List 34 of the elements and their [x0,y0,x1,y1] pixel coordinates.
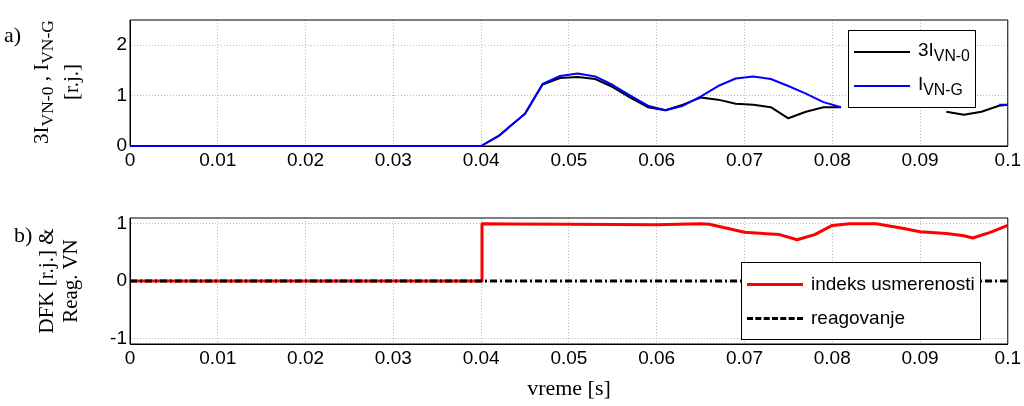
legend-label: 3I$_{VN-0}$ [918,39,970,65]
y-tick-label: 0 [116,134,127,156]
x-tick-label: 0.06 [638,148,676,170]
x-tick-label: 0.01 [199,148,237,170]
x-tick-label: 0.06 [638,346,676,368]
x-tick-label: 0.07 [725,346,763,368]
x-tick-label: 0.01 [199,346,237,368]
y-axis-title: DFK [r.j.] & Reag. VN [34,227,83,336]
x-tick-label: 0.09 [901,148,939,170]
x-axis-title: vreme [s] [526,375,612,401]
x-tick-label: 0.05 [550,148,588,170]
text: a) [4,22,22,48]
y-tick-label: -1 [110,326,127,348]
x-tick-label: 0.03 [374,148,412,170]
x-tick-label: 0.03 [374,346,412,368]
legend-label: reagovanje [811,307,906,329]
x-tick-label: 0.04 [462,148,501,170]
x-tick-label: 0.05 [550,346,588,368]
y-tick-label: 0 [116,269,127,291]
x-tick-label: 0.09 [901,346,939,368]
x-tick-label: 0.08 [813,148,851,170]
y-tick-label: 2 [116,33,127,55]
y-tick-label: 1 [116,83,127,105]
legend-label: indeks usmerenosti [811,273,975,295]
legend-label: I$_{VN-G}$ [918,73,963,99]
x-tick-label: 0.04 [462,346,501,368]
x-tick-label: 0.02 [287,148,325,170]
x-tick-label: 0.07 [725,148,763,170]
x-tick-label: 0.1 [994,148,1021,170]
text: b) [14,222,33,248]
x-tick-label: 0.1 [994,346,1021,368]
x-tick-label: 0.08 [813,346,851,368]
y-tick-label: 1 [116,211,127,233]
x-tick-label: 0.02 [287,346,325,368]
